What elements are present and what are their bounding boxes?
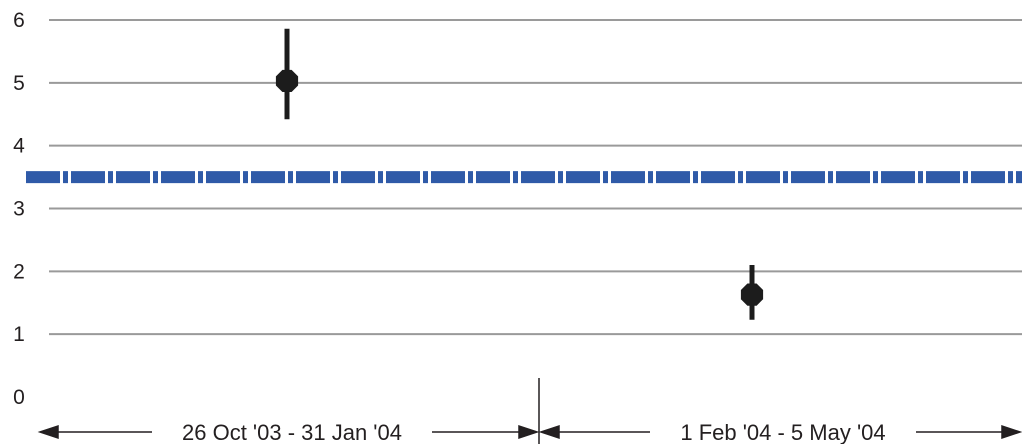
period-label-2: 1 Feb '04 - 5 May '04 [680,420,885,444]
data-point-1 [275,28,299,120]
y-tick-label-1: 1 [13,323,25,346]
y-tick-label-0: 0 [13,386,25,409]
period-label-1: 26 Oct '03 - 31 Jan '04 [182,420,402,444]
data-point-2 [740,265,764,320]
y-tick-label-4: 4 [13,135,25,158]
marker-2 [740,283,764,306]
y-tick-label-5: 5 [13,72,25,95]
gridlines [49,19,1022,336]
period-1-arrow [37,424,540,440]
data-points [275,28,764,320]
y-axis-tick-labels: 0 1 2 3 4 5 6 [13,9,25,409]
y-tick-label-3: 3 [13,198,25,221]
period-annotations: 26 Oct '03 - 31 Jan '04 1 Feb '04 - 5 Ma… [37,378,1022,444]
y-tick-label-2: 2 [13,260,25,283]
marker-1 [275,69,299,92]
period-2-arrow [538,424,1022,440]
y-tick-label-6: 6 [13,9,25,32]
